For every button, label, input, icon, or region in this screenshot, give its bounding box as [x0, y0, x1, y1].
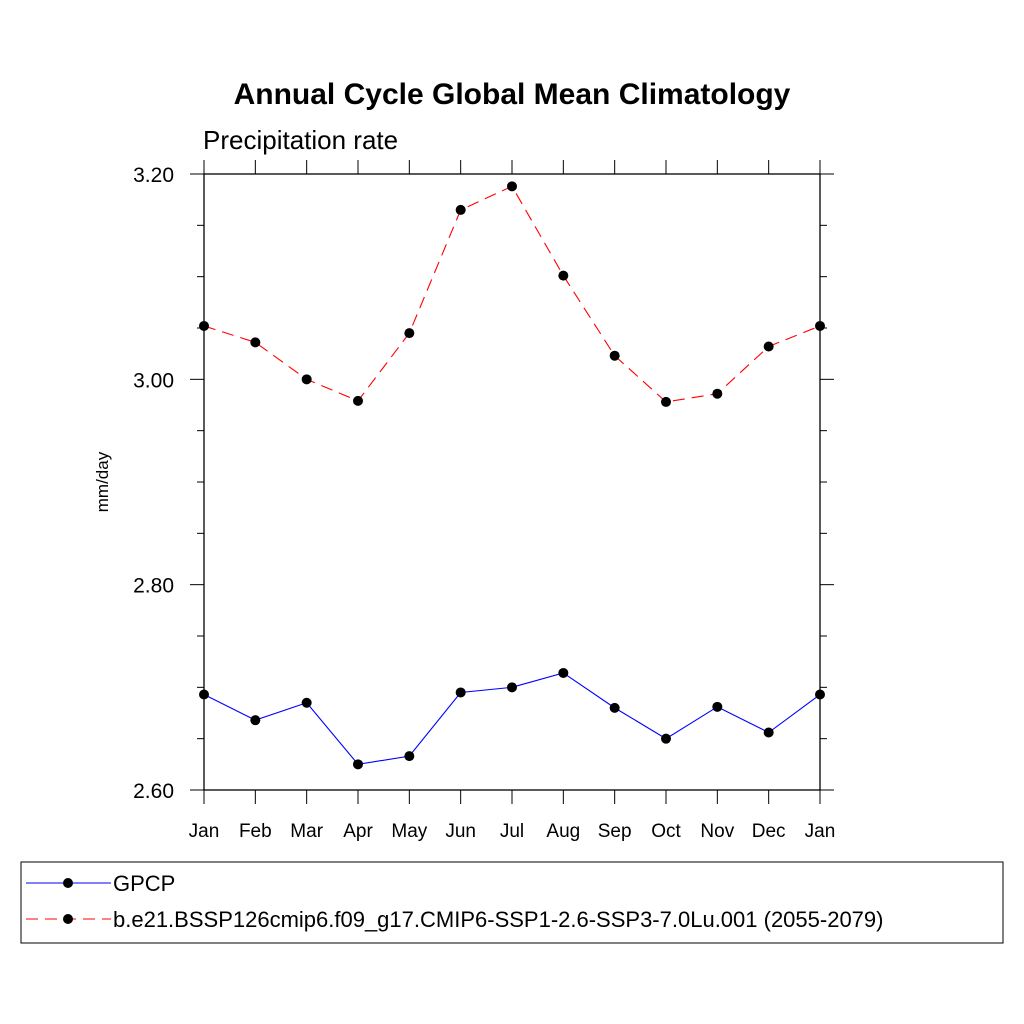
series-1-point — [507, 682, 517, 693]
series-2-point — [404, 328, 415, 339]
series-1-point — [404, 751, 415, 762]
x-tick-label: Mar — [290, 821, 323, 842]
plot-frame — [203, 173, 821, 791]
series-2-point — [353, 395, 363, 406]
series-1-point — [199, 689, 209, 700]
x-tick-label: Dec — [752, 821, 786, 842]
y-tick-label: 2.60 — [133, 780, 174, 803]
series-lines — [199, 181, 825, 770]
series-2-point — [301, 374, 312, 385]
y-tick-labels: 2.60 2.80 3.00 3.20 — [133, 164, 174, 803]
chart-title: Annual Cycle Global Mean Climatology — [234, 78, 791, 111]
x-tick-label: Jan — [189, 821, 220, 842]
series-1-point — [558, 667, 569, 678]
x-tick-label: Nov — [700, 821, 734, 842]
legend-marker-2 — [63, 914, 73, 924]
x-tick-label: Sep — [598, 821, 632, 842]
series-1-point — [815, 689, 825, 700]
legend-marker-1 — [63, 878, 73, 888]
series-1-point — [250, 715, 261, 726]
x-tick-label: Jan — [805, 821, 836, 842]
x-tick-labels: Jan Feb Mar Apr May Jun Jul Aug Sep Oct Nov Dec Jan — [189, 821, 836, 842]
series-2-point — [507, 181, 517, 192]
series-1-point — [353, 759, 363, 770]
series-1-point — [661, 733, 671, 744]
x-tick-label: Jul — [500, 821, 524, 842]
legend: GPCP b.e21.BSSP126cmip6.f09_g17.CMIP6-SSP… — [26, 871, 883, 932]
series-2-point — [712, 388, 723, 399]
y-axis-label: mm/day — [93, 451, 112, 512]
series-2-point — [455, 204, 466, 215]
legend-label-2: b.e21.BSSP126cmip6.f09_g17.CMIP6-SSP1-2.… — [113, 907, 883, 932]
y-tick-label: 3.20 — [133, 164, 174, 187]
series-2-point — [661, 396, 671, 407]
series-2-point — [815, 320, 825, 331]
series-1-point — [712, 701, 723, 712]
axis-ticks — [190, 160, 834, 804]
chart-subtitle: Precipitation rate — [203, 125, 398, 155]
series-1-point — [609, 702, 620, 713]
legend-label-1: GPCP — [113, 871, 175, 896]
series-2-point — [199, 320, 209, 331]
x-tick-label: Oct — [651, 821, 681, 842]
series-1-point — [763, 727, 774, 738]
series-2-point — [558, 270, 569, 281]
x-tick-label: May — [391, 821, 427, 842]
series-2-point — [763, 341, 774, 352]
x-tick-label: Apr — [343, 821, 373, 842]
series-2-point — [250, 337, 261, 348]
y-tick-label: 2.80 — [133, 575, 174, 598]
x-tick-label: Feb — [239, 821, 272, 842]
series-line-2 — [203, 185, 821, 403]
series-1-point — [301, 697, 312, 708]
x-tick-label: Aug — [546, 821, 580, 842]
series-2-point — [609, 350, 620, 361]
legend-box — [20, 861, 1004, 944]
series-1-point — [455, 687, 466, 698]
y-tick-label: 3.00 — [133, 369, 174, 392]
x-tick-label: Jun — [445, 821, 476, 842]
